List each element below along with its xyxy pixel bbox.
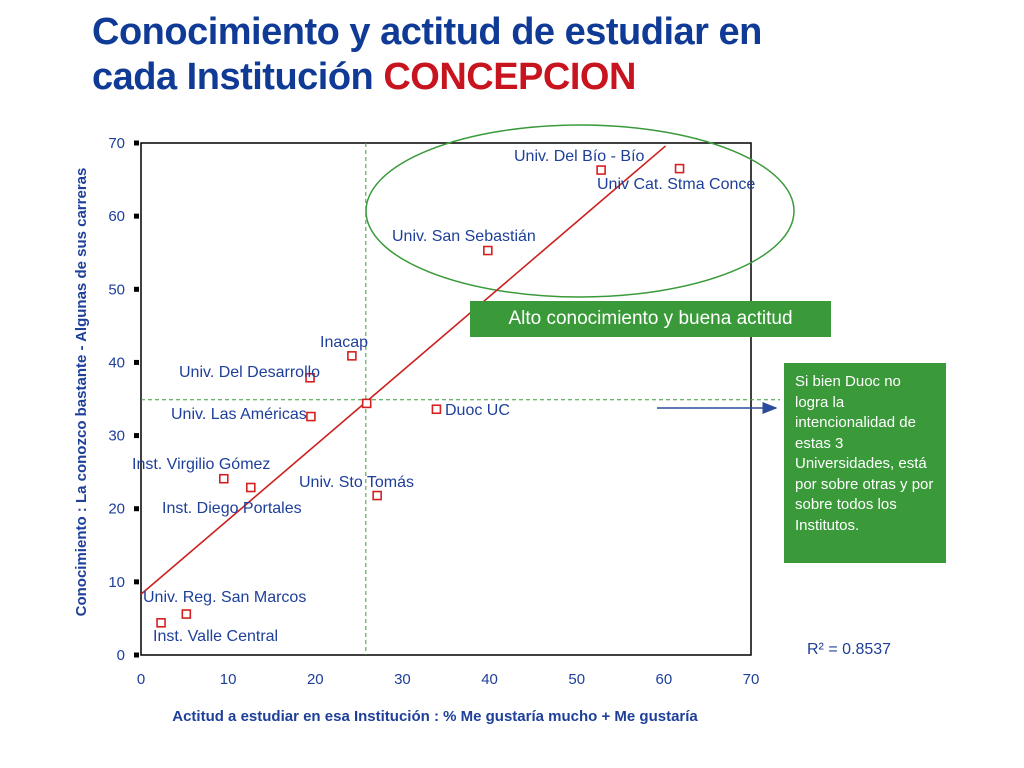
y-tick-mark	[134, 579, 139, 585]
y-tick-mark	[134, 506, 139, 512]
data-points: Univ. Del Bío - Bío Univ Cat. Stma Conce U…	[132, 148, 755, 645]
data-point	[218, 473, 229, 484]
y-tick-label: 40	[108, 354, 125, 371]
x-tick-label: 60	[656, 671, 673, 688]
data-point	[483, 245, 493, 256]
y-tick-label: 10	[108, 574, 125, 591]
data-point	[674, 163, 685, 174]
data-point-label: Inst. Virgilio Gómez	[132, 456, 270, 473]
x-tick-label: 40	[481, 671, 498, 688]
data-point	[596, 165, 606, 175]
data-point-label: Univ. Del Bío - Bío	[514, 148, 645, 165]
x-tick-label: 10	[220, 671, 237, 688]
y-tick-mark	[134, 359, 139, 365]
title-line1: Conocimiento y actitud de estudiar en	[92, 11, 762, 53]
trendline	[140, 145, 667, 595]
y-tick-label: 60	[108, 208, 125, 225]
page-title: Conocimiento y actitud de estudiar en ca…	[92, 10, 992, 100]
x-tick-label: 70	[743, 671, 760, 688]
data-point	[181, 609, 192, 619]
x-tick-label: 30	[394, 671, 411, 688]
y-tick-mark	[134, 213, 139, 219]
data-point-label: Univ Cat. Stma Conce	[597, 176, 755, 193]
trendline-group	[140, 145, 667, 595]
y-tick-mark	[134, 286, 139, 292]
data-point-label: Univ. Sto Tomás	[299, 474, 414, 491]
x-axis-title: Actitud a estudiar en esa Institución : …	[172, 708, 698, 725]
data-point-label: Inst. Valle Central	[153, 628, 278, 645]
data-point-label: Univ. Del Desarrollo	[179, 364, 320, 381]
data-point	[347, 351, 357, 361]
data-point	[361, 398, 372, 409]
y-tick-mark	[134, 652, 139, 658]
y-tick-mark	[134, 433, 139, 439]
title-highlight: CONCEPCION	[383, 56, 636, 98]
data-point-label: Univ. San Sebastián	[392, 228, 536, 245]
data-point	[372, 490, 382, 501]
x-tick-label: 20	[307, 671, 324, 688]
data-point-label: Inacap	[320, 334, 368, 351]
high-knowledge-callout: Alto conocimiento y buena actitud	[470, 301, 831, 337]
data-point	[246, 482, 256, 493]
highlight-ellipse	[365, 124, 795, 298]
data-point	[156, 618, 166, 628]
x-tick-label: 0	[137, 671, 145, 688]
title-line2: cada Institución	[92, 56, 384, 98]
plot-area	[140, 142, 752, 656]
duoc-note: Si bien Duoc no logra la intencionalidad…	[784, 363, 946, 563]
x-tick-label: 50	[568, 671, 585, 688]
y-tick-label: 20	[108, 501, 125, 518]
data-point	[306, 411, 316, 422]
data-point-label: Univ. Las Américas	[171, 406, 307, 423]
y-axis: 0 10 20 30 40 50 60 70	[108, 135, 139, 664]
x-axis: 0 10 20 30 40 50 60 70	[137, 671, 760, 688]
data-point-label: Inst. Diego Portales	[162, 500, 302, 517]
data-point	[305, 372, 315, 383]
y-tick-label: 30	[108, 428, 125, 445]
r-squared-label: R² = 0.8537	[807, 641, 891, 658]
data-point-label: Duoc UC	[445, 402, 510, 419]
data-point	[431, 404, 442, 415]
y-tick-label: 50	[108, 281, 125, 298]
y-tick-label: 0	[117, 647, 125, 664]
y-tick-label: 70	[108, 135, 125, 152]
data-point-label: Univ. Reg. San Marcos	[143, 589, 306, 606]
y-axis-title: Conocimiento : La conozco bastante - Alg…	[73, 168, 90, 617]
y-tick-mark	[134, 140, 139, 146]
